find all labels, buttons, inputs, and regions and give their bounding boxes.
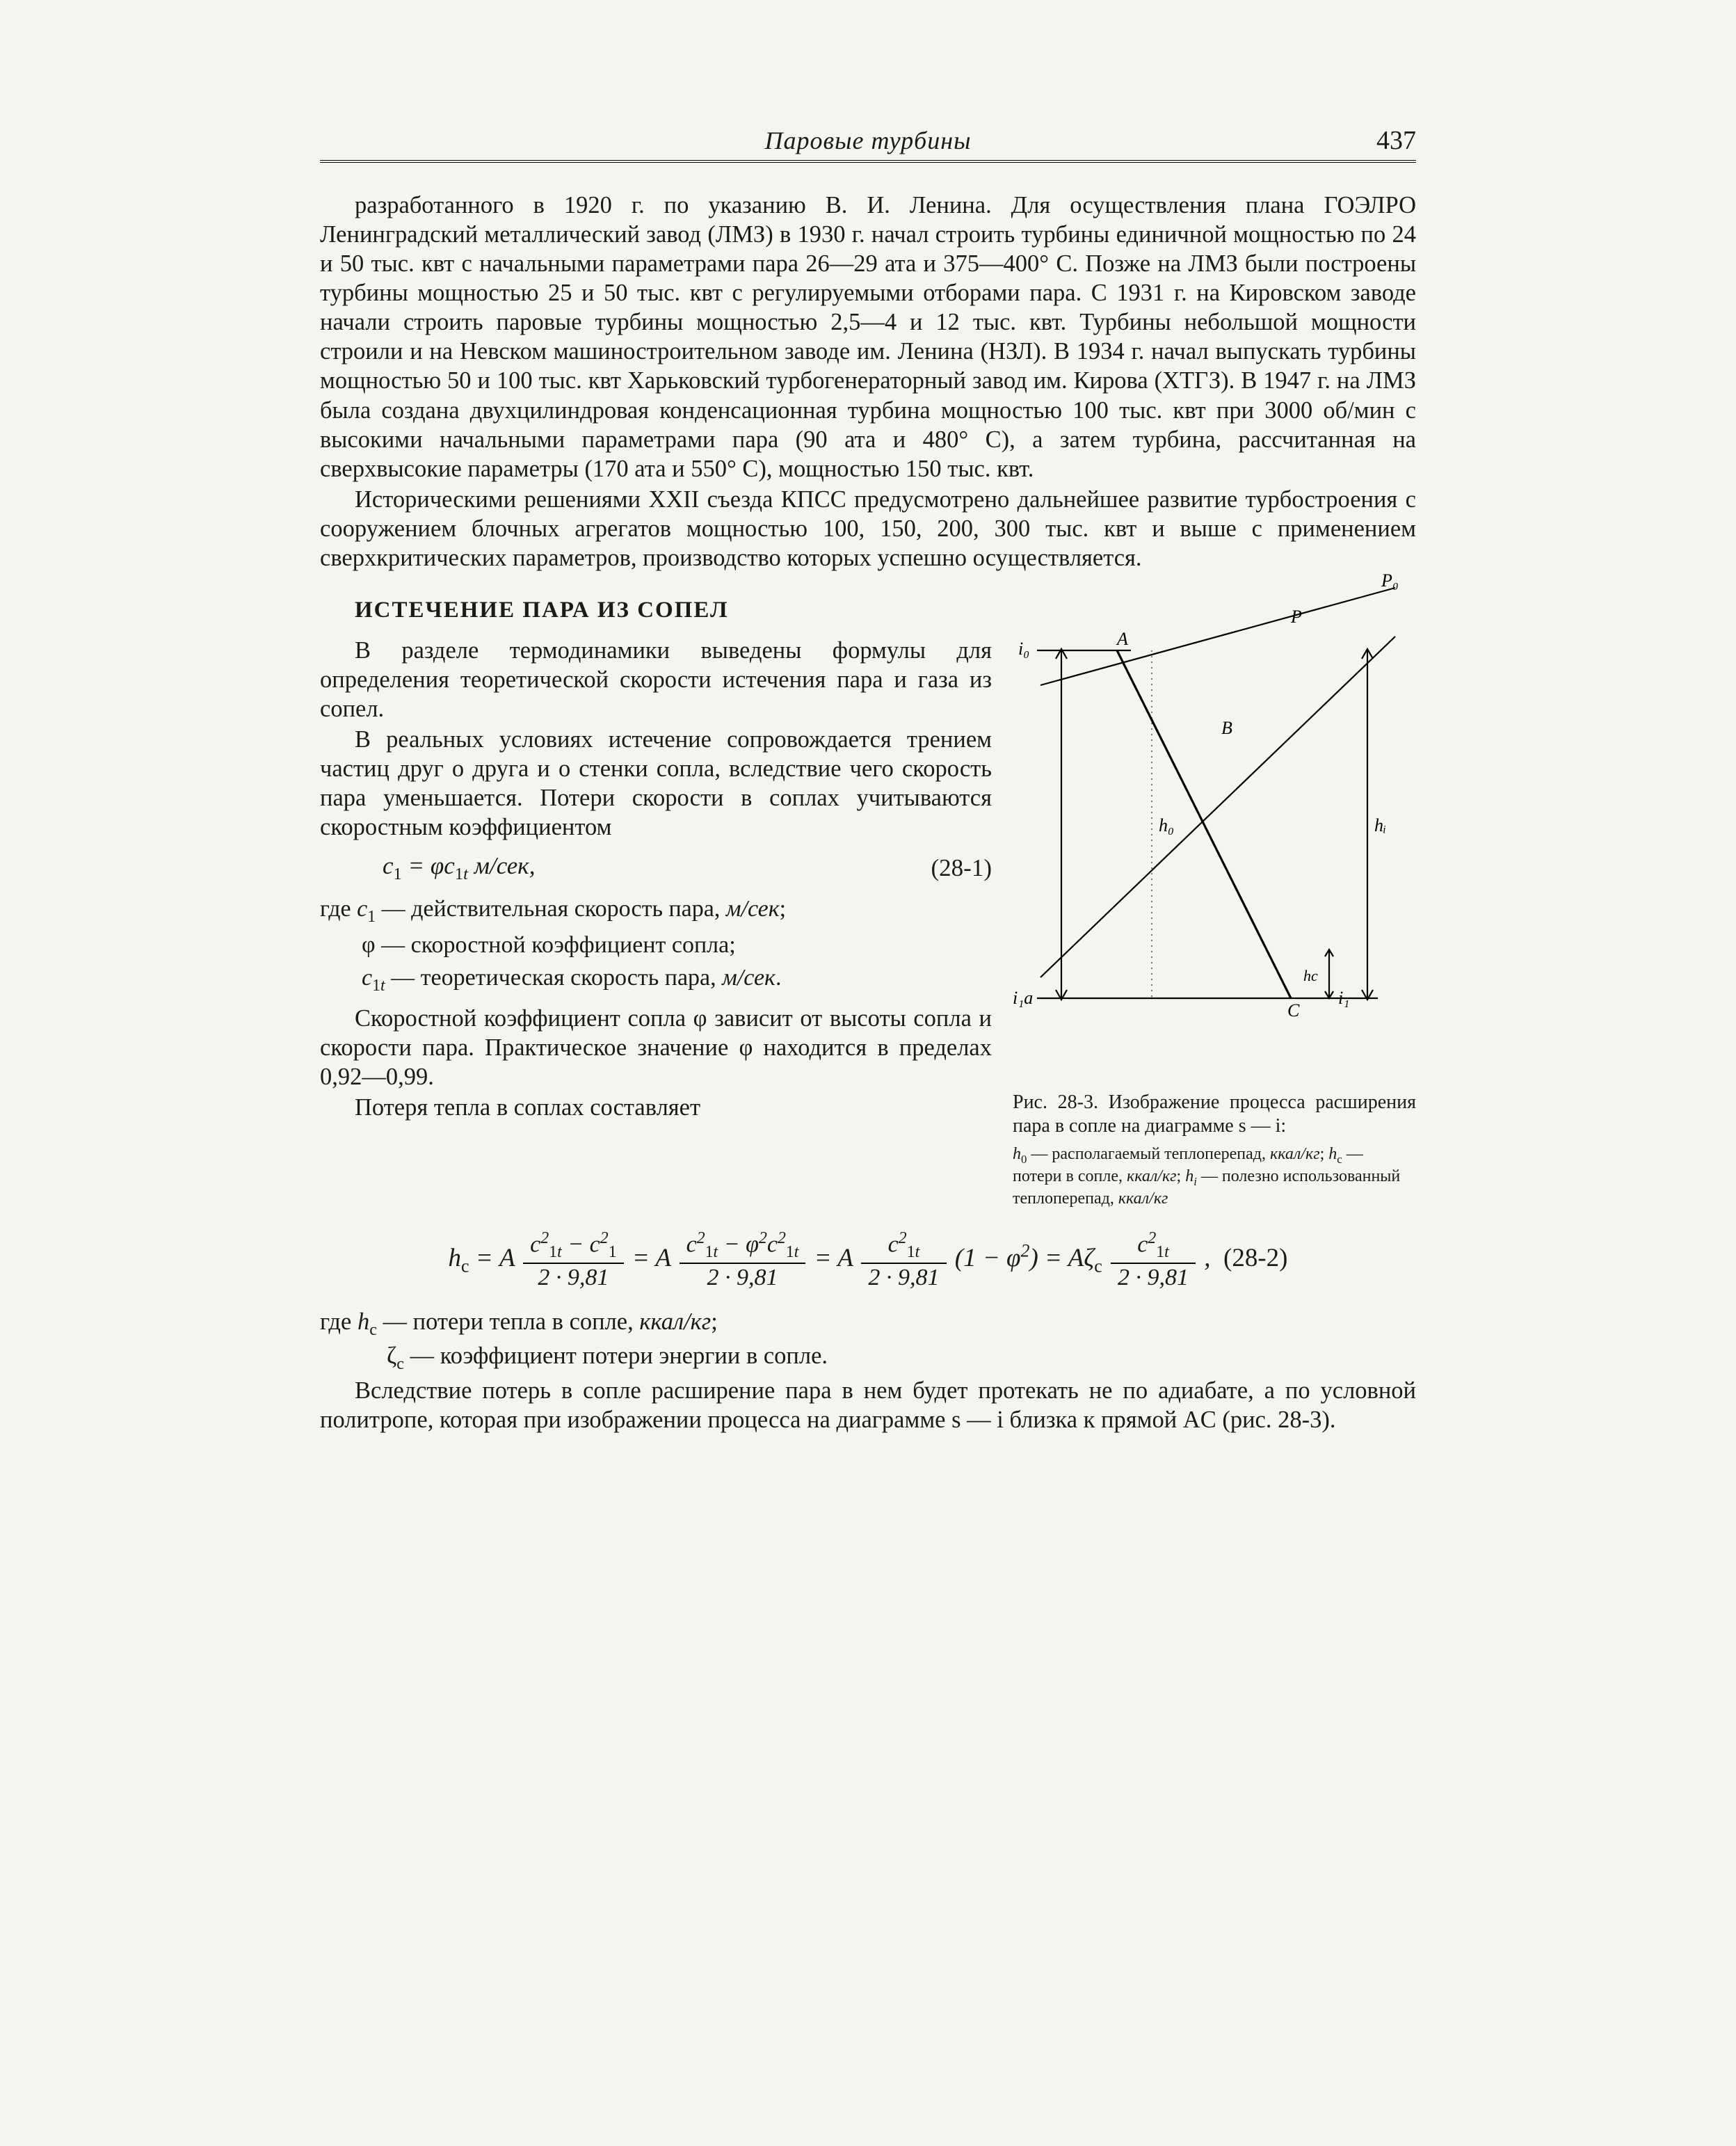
- figure-subcaption: h0 — располагаемый теплоперепад, ккал/кг…: [1013, 1144, 1416, 1209]
- where-clause: где c1 — действительная скорость пара, м…: [320, 894, 992, 927]
- diagram-label: P: [1290, 607, 1302, 627]
- section-heading: ИСТЕЧЕНИЕ ПАРА ИЗ СОПЕЛ: [355, 598, 992, 623]
- body-paragraph: разработанного в 1920 г. по указанию В. …: [320, 191, 1416, 483]
- diagram-label: hᵢ: [1374, 815, 1386, 835]
- body-paragraph: Скоростной коэффициент сопла φ зависит о…: [320, 1004, 992, 1091]
- figure-caption: Рис. 28-3. Изображение процесса расширен…: [1013, 1091, 1416, 1137]
- page-number: 437: [1333, 125, 1416, 156]
- equation-number: (28-2): [1223, 1244, 1287, 1272]
- diagram-label: B: [1221, 718, 1232, 738]
- diagram-label: i₁а: [1013, 988, 1033, 1008]
- diagram-label: A: [1116, 629, 1128, 649]
- body-paragraph: Вследствие потерь в сопле расширение пар…: [320, 1376, 1416, 1434]
- diagram-label: i₁: [1338, 988, 1349, 1008]
- body-paragraph: В разделе термодинамики выведены формулы…: [320, 636, 992, 723]
- figure-28-3-diagram: P₀ P i₀ A B i₁а C i₁ h₀ hᵢ hс: [1013, 574, 1402, 1075]
- equation-28-1: c1 = φc1t м/сек, (28-1): [383, 852, 992, 884]
- diagram-label: P₀: [1381, 574, 1399, 591]
- diagram-label: C: [1287, 1000, 1300, 1020]
- equation-28-2: hс = A c21t − c212 · 9,81 = A c21t − φ2c…: [320, 1230, 1416, 1290]
- where-clause: c1t — теоретическая скорость пара, м/сек…: [320, 963, 992, 996]
- where-clause: ζс — коэффициент потери энергии в сопле.: [320, 1341, 1416, 1374]
- equation-number: (28-1): [931, 854, 992, 882]
- page-header: Паровые турбины 437: [320, 125, 1416, 163]
- page-title: Паровые турбины: [403, 126, 1333, 155]
- diagram-label: i₀: [1018, 639, 1029, 659]
- diagram-label: h₀: [1159, 815, 1174, 835]
- body-paragraph: В реальных условиях истечение сопровожда…: [320, 725, 992, 842]
- where-clause: где hс — потери тепла в сопле, ккал/кг;: [320, 1307, 1416, 1340]
- diagram-label: hс: [1303, 967, 1318, 984]
- where-clause: φ — скоростной коэффициент сопла;: [320, 930, 992, 961]
- body-paragraph: Потеря тепла в соплах составляет: [320, 1093, 992, 1122]
- body-paragraph: Историческими решениями XXII съезда КПСС…: [320, 485, 1416, 572]
